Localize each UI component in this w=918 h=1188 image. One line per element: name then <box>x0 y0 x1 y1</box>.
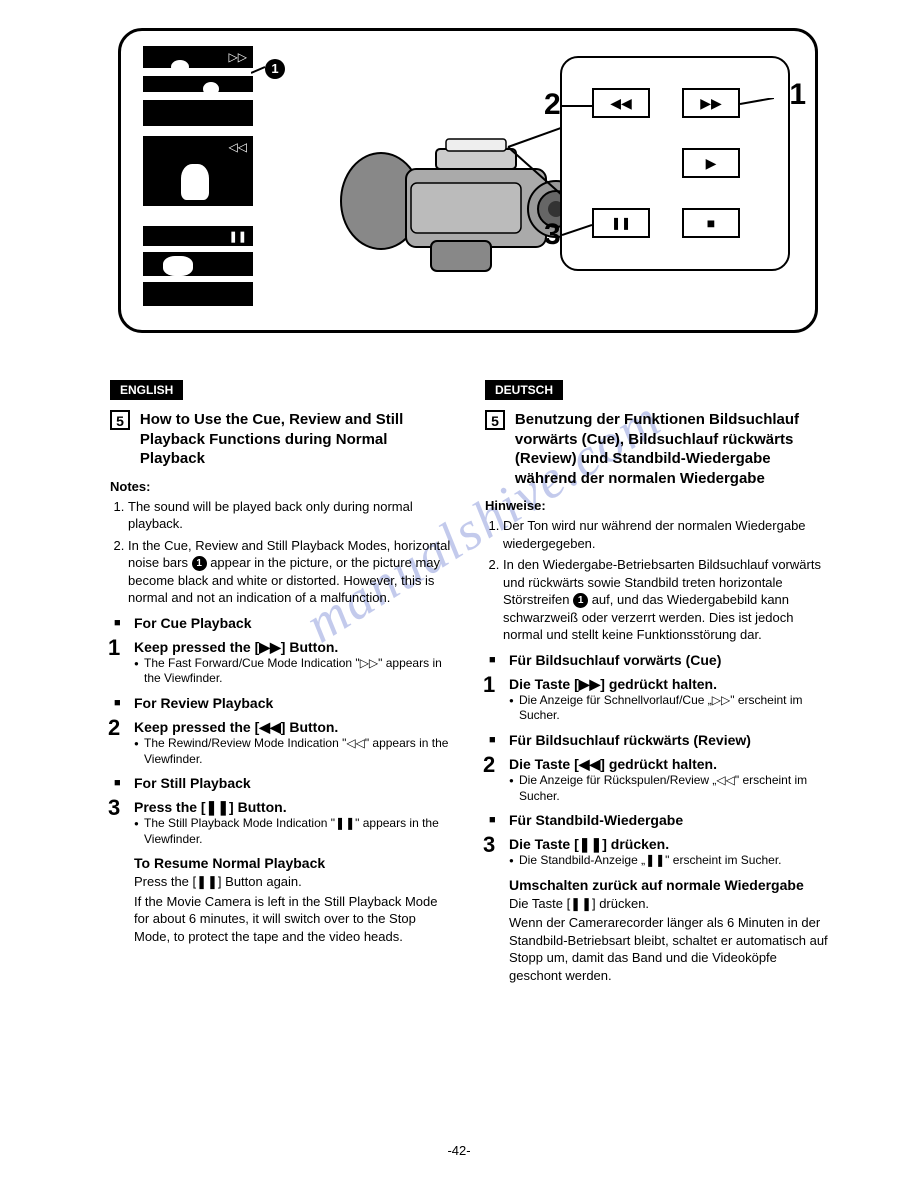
section-title-de: Benutzung der Funktionen Bildsuchlauf vo… <box>515 410 828 488</box>
section-number-en: 5 <box>110 410 130 430</box>
review-detail-de: Die Anzeige für Rückspulen/Review „◁◁" e… <box>509 773 830 804</box>
still-step-text-en: Press the [❚❚] Button. <box>134 799 455 816</box>
rw-icon: ◁◁ <box>229 140 247 154</box>
still-step-de: 3 Die Taste [❚❚] drücken. Die Standbild-… <box>485 836 830 984</box>
cue-step-text-de: Die Taste [▶▶] gedrückt halten. <box>509 676 830 693</box>
cue-num-de: 1 <box>483 672 495 698</box>
page-number: -42- <box>0 1143 918 1158</box>
resume-line1-de: Die Taste [❚❚] drücken. <box>509 895 830 913</box>
thumbnail-still: ❚❚ <box>143 226 253 306</box>
resume-line2-en: If the Movie Camera is left in the Still… <box>134 893 455 946</box>
button-panel: ◀◀ ▶▶ ▶ ❚❚ ■ 1 2 3 <box>560 56 790 271</box>
content-columns: ENGLISH 5 How to Use the Cue, Review and… <box>110 380 830 985</box>
notes-list-de: Der Ton wird nur während der normalen Wi… <box>485 517 830 644</box>
cue-step-text-en: Keep pressed the [▶▶] Button. <box>134 639 455 656</box>
fast-forward-button[interactable]: ▶▶ <box>682 88 740 118</box>
notes-list-en: The sound will be played back only durin… <box>110 498 455 607</box>
line-2 <box>562 102 592 112</box>
panel-num-3: 3 <box>544 218 561 252</box>
still-detail-de: Die Standbild-Anzeige „❚❚" erscheint im … <box>509 853 830 869</box>
review-num-de: 2 <box>483 752 495 778</box>
resume-head-en: To Resume Normal Playback <box>134 855 455 871</box>
note-en-1: The sound will be played back only durin… <box>128 498 455 533</box>
callout-1: 1 <box>265 59 285 79</box>
review-head-de: Für Bildsuchlauf rückwärts (Review) <box>509 732 830 748</box>
cue-section-de: Für Bildsuchlauf vorwärts (Cue) <box>485 652 830 668</box>
review-step-text-en: Keep pressed the [◀◀] Button. <box>134 719 455 736</box>
english-column: ENGLISH 5 How to Use the Cue, Review and… <box>110 380 455 985</box>
still-section-de: Für Standbild-Wiedergabe <box>485 812 830 828</box>
thumbnail-cue: ▷▷ <box>143 46 253 126</box>
pause-icon: ❚❚ <box>229 230 247 243</box>
note-de-2: In den Wiedergabe-Betriebsarten Bildsuch… <box>503 556 830 644</box>
notes-label-en: Notes: <box>110 479 455 494</box>
review-step-de: 2 Die Taste [◀◀] gedrückt halten. Die An… <box>485 756 830 804</box>
pause-button[interactable]: ❚❚ <box>592 208 650 238</box>
line-3 <box>562 223 592 237</box>
review-head-en: For Review Playback <box>134 695 455 711</box>
still-head-de: Für Standbild-Wiedergabe <box>509 812 830 828</box>
panel-num-1: 1 <box>789 78 806 112</box>
cue-num-en: 1 <box>108 635 120 661</box>
review-section-de: Für Bildsuchlauf rückwärts (Review) <box>485 732 830 748</box>
inline-callout-1: 1 <box>192 556 207 571</box>
resume-line1-en: Press the [❚❚] Button again. <box>134 873 455 891</box>
still-num-de: 3 <box>483 832 495 858</box>
panel-num-2: 2 <box>544 88 561 122</box>
still-detail-en: The Still Playback Mode Indication "❚❚" … <box>134 816 455 847</box>
cue-head-en: For Cue Playback <box>134 615 455 631</box>
line-1 <box>740 98 774 110</box>
deutsch-label: DEUTSCH <box>485 380 563 400</box>
notes-label-de: Hinweise: <box>485 498 830 513</box>
camera-illustration <box>336 111 596 291</box>
resume-head-de: Umschalten zurück auf normale Wiedergabe <box>509 877 830 893</box>
still-section-en: For Still Playback <box>110 775 455 791</box>
still-step-text-de: Die Taste [❚❚] drücken. <box>509 836 830 853</box>
still-head-en: For Still Playback <box>134 775 455 791</box>
english-label: ENGLISH <box>110 380 183 400</box>
review-step-en: 2 Keep pressed the [◀◀] Button. The Rewi… <box>110 719 455 767</box>
cue-head-de: Für Bildsuchlauf vorwärts (Cue) <box>509 652 830 668</box>
still-num-en: 3 <box>108 795 120 821</box>
review-section-en: For Review Playback <box>110 695 455 711</box>
resume-line2-de: Wenn der Camerarecorder länger als 6 Min… <box>509 914 830 984</box>
cue-detail-de: Die Anzeige für Schnellvorlauf/Cue „▷▷" … <box>509 693 830 724</box>
rewind-button[interactable]: ◀◀ <box>592 88 650 118</box>
still-step-en: 3 Press the [❚❚] Button. The Still Playb… <box>110 799 455 945</box>
stop-button[interactable]: ■ <box>682 208 740 238</box>
top-diagram: ▷▷ 1 ◁◁ ❚❚ ◀◀ <box>118 28 818 333</box>
cue-step-de: 1 Die Taste [▶▶] gedrückt halten. Die An… <box>485 676 830 724</box>
note-en-2: In the Cue, Review and Still Playback Mo… <box>128 537 455 607</box>
section-title-en: How to Use the Cue, Review and Still Pla… <box>140 410 453 469</box>
callout-line <box>251 63 267 79</box>
cue-detail-en: The Fast Forward/Cue Mode Indication "▷▷… <box>134 656 455 687</box>
cue-step-en: 1 Keep pressed the [▶▶] Button. The Fast… <box>110 639 455 687</box>
deutsch-column: DEUTSCH 5 Benutzung der Funktionen Bilds… <box>485 380 830 985</box>
section-number-de: 5 <box>485 410 505 430</box>
note-de-1: Der Ton wird nur während der normalen Wi… <box>503 517 830 552</box>
inline-callout-1-de: 1 <box>573 593 588 608</box>
review-detail-en: The Rewind/Review Mode Indication "◁◁" a… <box>134 736 455 767</box>
review-step-text-de: Die Taste [◀◀] gedrückt halten. <box>509 756 830 773</box>
ff-icon: ▷▷ <box>229 50 247 64</box>
review-num-en: 2 <box>108 715 120 741</box>
cue-section-en: For Cue Playback <box>110 615 455 631</box>
play-button[interactable]: ▶ <box>682 148 740 178</box>
thumbnail-review: ◁◁ <box>143 136 253 216</box>
